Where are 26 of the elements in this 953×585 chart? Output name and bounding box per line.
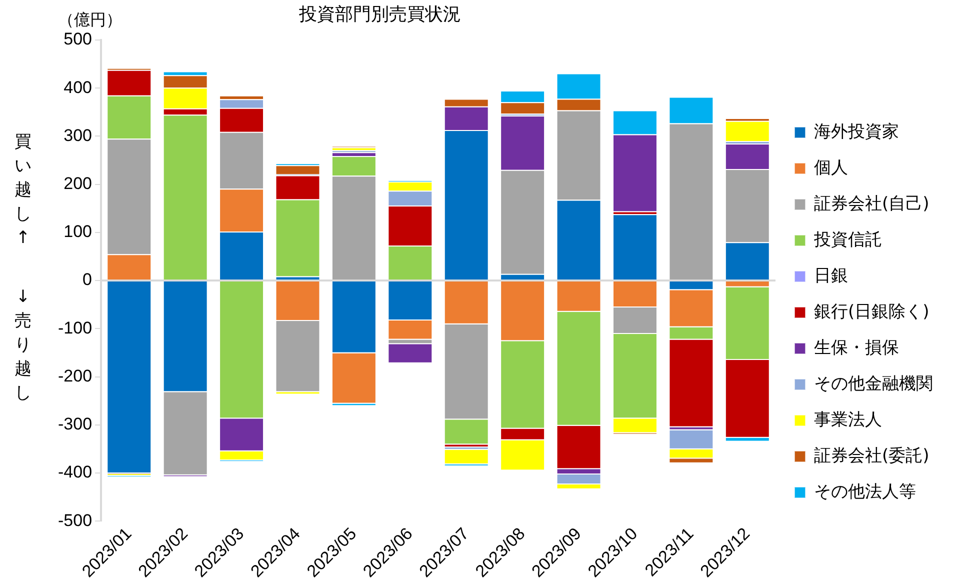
y-tick-label: 400 [64,78,92,97]
y-tick-label: 100 [64,222,92,242]
legend-label: 銀行(日銀除く) [814,302,930,322]
legend-label: 事業法人 [814,410,882,430]
y-tick-label: 200 [64,174,92,194]
y-tick-label: -100 [58,318,92,338]
legend-label: 投資信託 [813,230,882,250]
legend-label: 生保・損保 [814,338,899,358]
y-tick-label: -300 [58,414,92,434]
text: 買い越し↑ [14,131,32,250]
y-tick-label: -500 [58,510,92,530]
y-tick-label: 0 [82,270,92,290]
legend-label: 証券会社(自己) [814,194,930,214]
legend-label: その他金融機関 [814,374,933,394]
y-axis-title: （億円） [58,10,122,31]
legend-label: その他法人等 [814,482,916,502]
y-tick-label: -400 [58,462,92,482]
y-tick-label: -200 [58,366,92,386]
legend-label: 海外投資家 [814,122,899,142]
chart-title: 投資部門別売買状況 [299,4,461,25]
text: ↓売り越し [14,286,32,405]
y-tick-label: 500 [64,30,92,49]
legend-label: 個人 [814,158,848,178]
y-tick-label: 300 [64,126,92,145]
legend-label: 証券会社(委託) [814,446,930,466]
legend-label: 日銀 [814,266,848,286]
